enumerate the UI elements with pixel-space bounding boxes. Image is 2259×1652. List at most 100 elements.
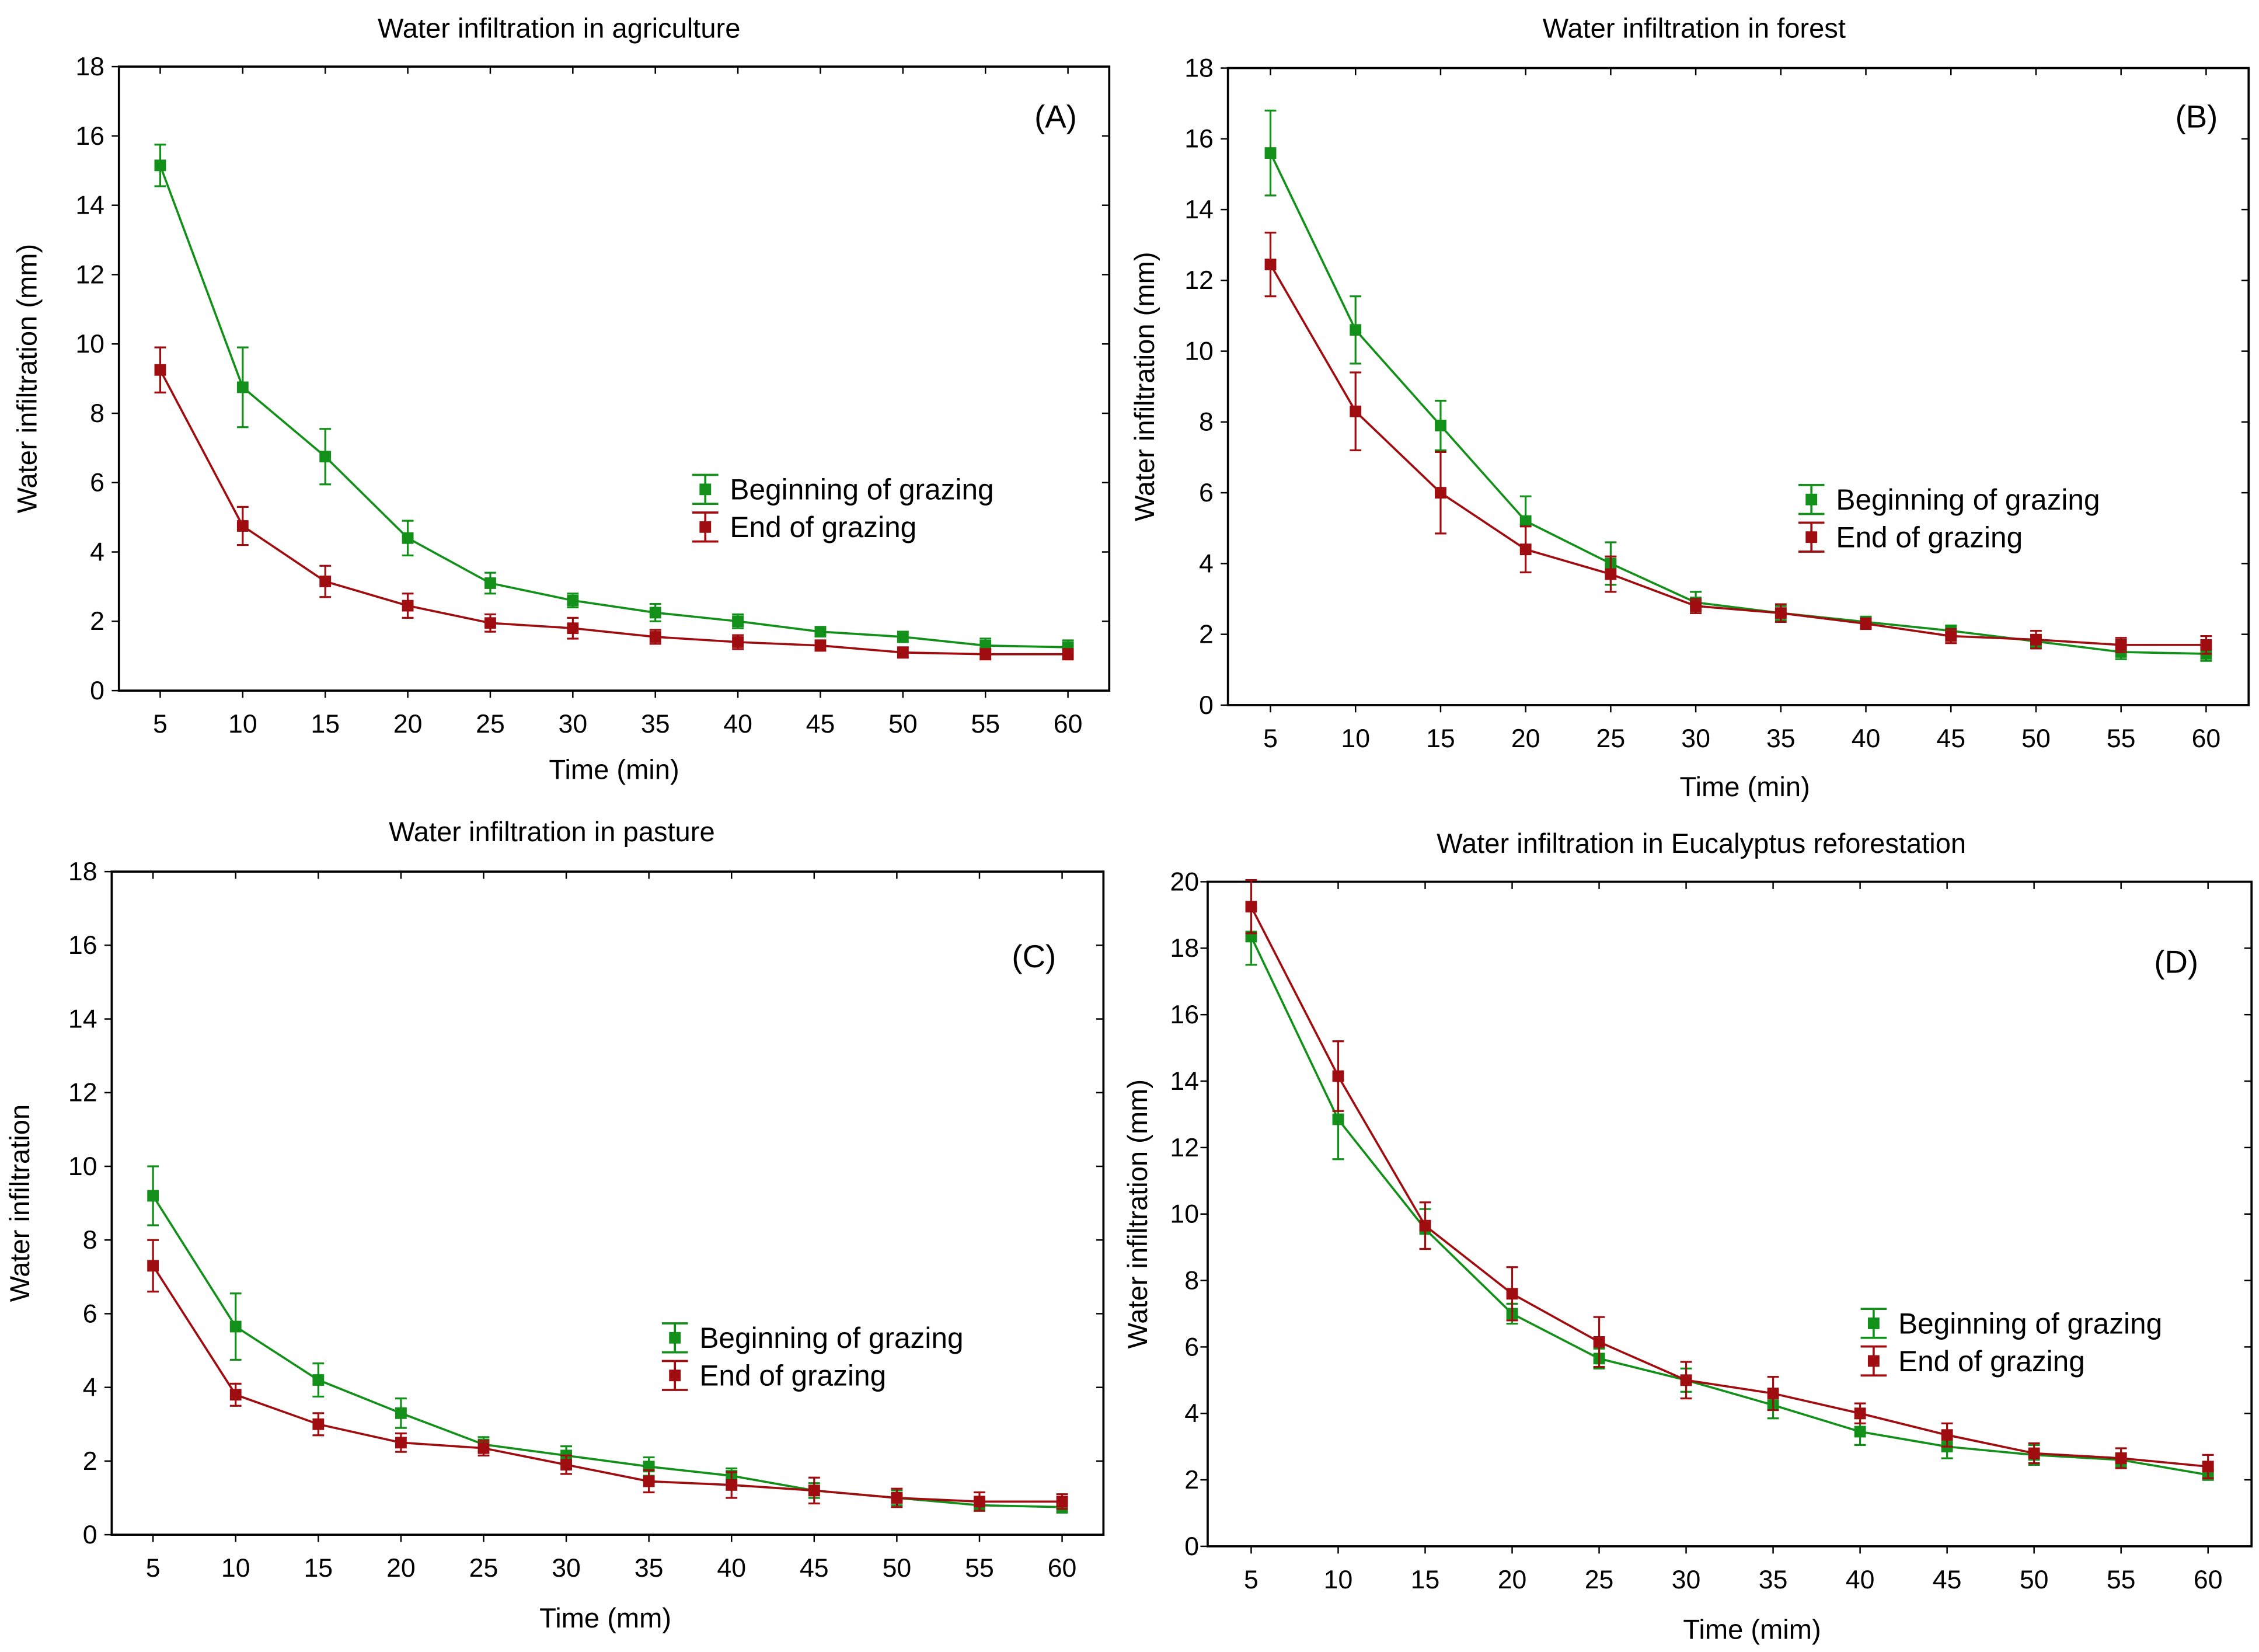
- y-tick-label: 12: [1184, 266, 1214, 295]
- x-tick-label: 60: [2194, 1566, 2223, 1594]
- data-point: [732, 615, 744, 628]
- data-point: [1332, 1070, 1344, 1082]
- data-point: [229, 1389, 242, 1401]
- data-point: [726, 1479, 738, 1491]
- chart-title: Water infiltration in pasture: [389, 816, 715, 847]
- x-tick-label: 25: [1585, 1566, 1614, 1594]
- y-tick-label: 16: [75, 122, 104, 151]
- legend-label: Beginning of grazing: [1836, 483, 2100, 516]
- data-point: [567, 622, 579, 635]
- x-tick-label: 55: [971, 710, 1000, 738]
- x-tick-label: 50: [888, 710, 918, 738]
- series-beginning-of-grazing: [1264, 109, 2212, 662]
- y-tick-label: 2: [90, 607, 104, 636]
- x-tick-label: 10: [228, 710, 257, 738]
- x-tick-label: 15: [311, 710, 340, 738]
- data-point: [2202, 1461, 2214, 1473]
- x-tick-label: 55: [965, 1554, 994, 1583]
- y-tick-label: 14: [1184, 196, 1214, 224]
- x-tick-label: 35: [641, 710, 670, 738]
- data-point: [1680, 1374, 1692, 1386]
- data-point: [1860, 618, 1872, 630]
- y-axis-label: Water infiltration: [4, 1104, 35, 1302]
- data-point: [2115, 1452, 2127, 1465]
- x-tick-label: 60: [2192, 724, 2221, 753]
- x-tick-label: 50: [883, 1554, 912, 1583]
- y-tick-label: 20: [1170, 867, 1199, 896]
- x-axis-label: Time (min): [549, 754, 679, 785]
- y-tick-label: 4: [90, 538, 104, 566]
- y-tick-label: 4: [1199, 549, 1214, 578]
- y-tick-label: 8: [1199, 408, 1214, 437]
- y-tick-label: 16: [1184, 125, 1214, 154]
- x-tick-label: 20: [386, 1554, 416, 1583]
- data-point: [649, 607, 661, 619]
- series-end-of-grazing: [1264, 231, 2212, 655]
- y-tick-label: 4: [83, 1374, 97, 1402]
- data-point: [1690, 600, 1702, 612]
- series-line: [159, 369, 1068, 656]
- x-tick-label: 40: [717, 1554, 746, 1583]
- data-point: [484, 617, 496, 629]
- data-point: [147, 1190, 159, 1202]
- x-axis-label: Time (mm): [539, 1602, 671, 1633]
- y-tick-label: 18: [1184, 54, 1214, 82]
- data-point: [229, 1320, 242, 1333]
- y-tick-label: 6: [1184, 1333, 1199, 1361]
- x-tick-label: 40: [723, 710, 752, 738]
- data-point: [897, 631, 909, 643]
- data-point: [1350, 405, 1362, 417]
- x-tick-label: 5: [153, 710, 168, 738]
- plot-frame: [1226, 67, 2250, 706]
- data-point: [2028, 1447, 2040, 1459]
- data-point: [147, 1260, 159, 1272]
- x-tick-label: 35: [1759, 1566, 1788, 1594]
- data-point: [1264, 147, 1277, 159]
- y-tick-label: 2: [1184, 1466, 1199, 1494]
- series-end-of-grazing: [1245, 879, 2214, 1479]
- data-point: [395, 1407, 407, 1419]
- data-point: [484, 577, 496, 589]
- x-tick-label: 30: [552, 1554, 581, 1583]
- x-tick-label: 5: [146, 1554, 161, 1583]
- x-tick-label: 25: [469, 1554, 498, 1583]
- y-tick-label: 0: [1199, 691, 1214, 720]
- series-line: [159, 165, 1068, 649]
- x-tick-label: 20: [1498, 1566, 1527, 1594]
- x-tick-label: 40: [1852, 724, 1881, 753]
- data-point: [814, 626, 827, 638]
- y-tick-label: 10: [1184, 337, 1214, 365]
- chart-title: Water infiltration in agriculture: [378, 12, 740, 43]
- series-beginning-of-grazing: [154, 144, 1074, 656]
- chart-title: Water infiltration in forest: [1543, 12, 1846, 43]
- panel-label: (C): [1012, 939, 1056, 974]
- x-tick-label: 60: [1048, 1554, 1077, 1583]
- data-point: [1435, 487, 1446, 499]
- data-point: [1605, 568, 1617, 580]
- data-point: [1593, 1336, 1605, 1348]
- x-tick-label: 5: [1244, 1566, 1259, 1594]
- data-point: [1062, 648, 1074, 660]
- data-point: [891, 1492, 903, 1504]
- plot-frame: [110, 870, 1105, 1536]
- y-axis-label: Water infiltration (mm): [11, 244, 42, 514]
- chart-panel-b: Water infiltration in forest(B)5 10 15 20 25…: [1129, 12, 2250, 802]
- x-tick-label: 35: [635, 1554, 664, 1583]
- y-tick-label: 6: [1199, 479, 1214, 507]
- x-tick-label: 10: [221, 1554, 250, 1583]
- x-tick-label: 15: [1426, 724, 1455, 753]
- data-point: [402, 532, 414, 544]
- y-tick-label: 8: [83, 1226, 97, 1254]
- x-tick-label: 50: [2020, 1566, 2049, 1594]
- data-point: [560, 1459, 572, 1471]
- data-point: [1264, 259, 1277, 270]
- y-tick-label: 18: [75, 53, 104, 81]
- legend-label: Beginning of grazing: [1898, 1307, 2162, 1340]
- data-point: [312, 1374, 325, 1386]
- data-point: [1435, 420, 1446, 431]
- series-line: [1250, 936, 2209, 1476]
- y-tick-label: 10: [75, 330, 104, 358]
- data-point: [567, 594, 579, 607]
- x-tick-label: 40: [1846, 1566, 1875, 1594]
- x-tick-label: 15: [304, 1554, 333, 1583]
